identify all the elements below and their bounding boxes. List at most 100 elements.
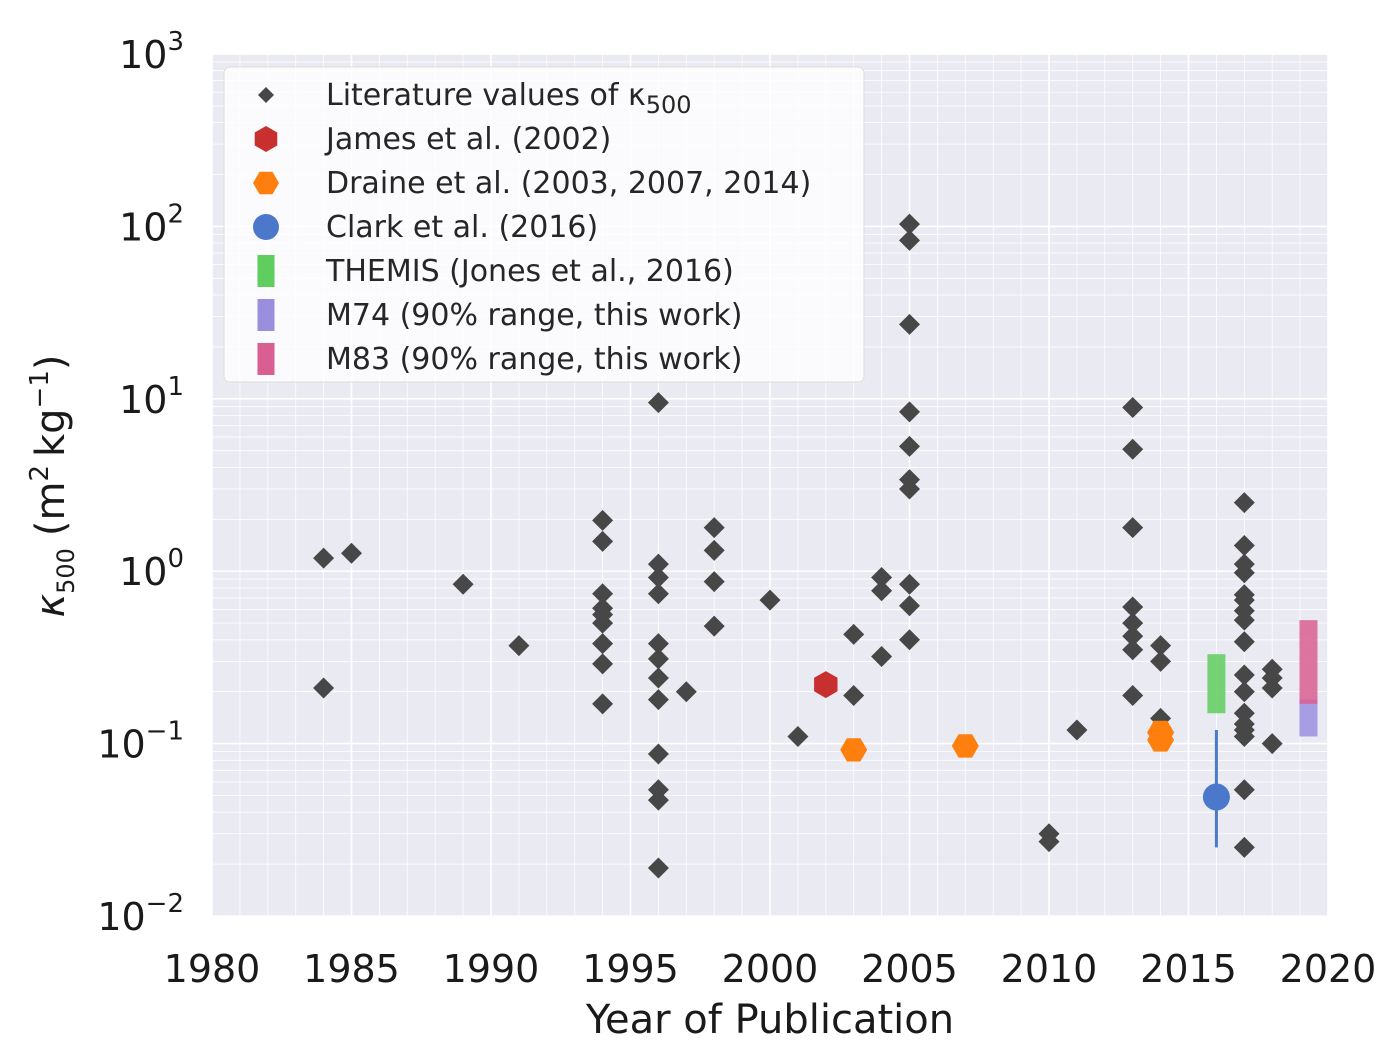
- point-0-72: [1233, 681, 1255, 703]
- x-tick-labels: 1980 1985 1990 1995 2000 2005 2010 2015 2020: [164, 947, 1377, 991]
- point-0-22: [647, 743, 669, 765]
- point-0-28: [703, 539, 725, 561]
- point-0-21: [647, 689, 669, 711]
- point-0-29: [703, 571, 725, 593]
- point-0-49: [1038, 831, 1060, 853]
- point-0-20: [647, 667, 669, 689]
- point-0-10: [592, 612, 614, 634]
- point-0-57: [1122, 639, 1144, 661]
- x-tick-label: 2015: [1140, 947, 1237, 991]
- legend-marker-2: [253, 171, 279, 195]
- y-tick-label: 10−2: [97, 889, 184, 939]
- y-tick-base: 10: [97, 895, 145, 939]
- point-0-2: [341, 542, 362, 564]
- point-0-76: [1233, 725, 1255, 747]
- point-0-5: [592, 509, 614, 531]
- point-0-25: [647, 857, 669, 879]
- y-tick-exp: 2: [167, 199, 184, 229]
- point-0-63: [1233, 534, 1255, 556]
- y-tick-label: 103: [119, 27, 184, 77]
- point-0-44: [899, 478, 920, 500]
- point-0-59: [1150, 635, 1172, 657]
- point-0-41: [899, 401, 920, 423]
- point-0-53: [1122, 517, 1144, 539]
- legend-label-text: M83 (90% range, this work): [326, 342, 742, 377]
- x-tick-label: 2005: [861, 947, 958, 991]
- legend-marker-5: [257, 299, 275, 331]
- point-0-27: [703, 517, 725, 539]
- x-tick-label: 2020: [1280, 947, 1377, 991]
- legend-label-3: Clark et al. (2016): [326, 210, 598, 245]
- point-0-65: [1233, 562, 1255, 584]
- x-tick-label: 1995: [582, 947, 679, 991]
- legend-label-text: Literature values of κ: [326, 78, 646, 113]
- legend-marker-6: [257, 343, 275, 375]
- point-0-26: [675, 681, 697, 703]
- point-0-11: [592, 633, 614, 655]
- point-0-70: [1233, 631, 1255, 653]
- point-0-78: [1233, 836, 1255, 858]
- point-0-34: [843, 685, 865, 707]
- y-axis-units-mid: kg: [28, 408, 74, 457]
- y-axis-units: (m: [28, 482, 74, 537]
- x-tick-label: 2010: [1001, 947, 1098, 991]
- y-tick-exp: 1: [167, 372, 184, 402]
- point-0-77: [1233, 779, 1255, 801]
- point-1-0: [814, 671, 838, 699]
- point-2-3: [1147, 728, 1175, 752]
- range-bar-2: [1299, 620, 1318, 704]
- point-0-14: [647, 392, 669, 414]
- y-tick-label: 100: [119, 544, 184, 594]
- y-axis-title: κ500 (m2 kg−1): [25, 354, 80, 617]
- point-3-0: [1202, 783, 1230, 811]
- point-0-55: [1122, 612, 1144, 634]
- y-tick-base: 10: [119, 378, 167, 422]
- y-tick-label: 10−1: [97, 717, 184, 767]
- legend-label-6: M83 (90% range, this work): [326, 342, 742, 377]
- point-0-52: [1122, 438, 1144, 460]
- y-axis-sub: 500: [52, 548, 80, 594]
- point-0-67: [1233, 589, 1255, 611]
- point-0-13: [592, 693, 614, 715]
- point-0-42: [899, 435, 920, 457]
- point-0-81: [1261, 677, 1283, 699]
- range-bars: [1207, 620, 1318, 737]
- point-0-1: [313, 677, 335, 699]
- point-0-56: [1122, 625, 1144, 647]
- point-0-4: [508, 635, 530, 657]
- x-tick-label: 1980: [164, 947, 261, 991]
- point-0-7: [592, 583, 614, 605]
- point-0-32: [787, 725, 809, 747]
- point-0-30: [703, 615, 725, 637]
- point-0-38: [899, 213, 920, 235]
- point-0-12: [592, 653, 614, 675]
- point-0-33: [843, 623, 865, 645]
- point-0-6: [592, 530, 614, 552]
- legend-label-0: Literature values of κ500: [326, 78, 692, 119]
- point-0-24: [647, 789, 669, 811]
- legend-label-1: James et al. (2002): [324, 122, 611, 157]
- point-0-58: [1122, 685, 1144, 707]
- legend-label-5: M74 (90% range, this work): [326, 298, 742, 333]
- legend-label-text: THEMIS (Jones et al., 2016): [325, 254, 734, 289]
- point-0-15: [647, 553, 669, 575]
- point-0-71: [1233, 664, 1255, 686]
- y-tick-base: 10: [119, 33, 167, 77]
- x-tick-label: 2000: [722, 947, 819, 991]
- point-0-47: [899, 629, 920, 651]
- y-tick-exp: −1: [146, 717, 184, 747]
- legend-label-text: Draine et al. (2003, 2007, 2014): [326, 166, 811, 201]
- y-axis-symbol: κ: [28, 594, 74, 618]
- point-0-40: [899, 313, 920, 335]
- point-0-69: [1233, 609, 1255, 631]
- point-0-82: [1261, 733, 1283, 755]
- legend-marker-4: [257, 255, 275, 287]
- point-2-1: [951, 734, 979, 758]
- point-0-73: [1233, 702, 1255, 724]
- y-axis-units-end: ): [28, 354, 74, 370]
- legend-label-4: THEMIS (Jones et al., 2016): [325, 254, 734, 289]
- data-points: [313, 213, 1283, 879]
